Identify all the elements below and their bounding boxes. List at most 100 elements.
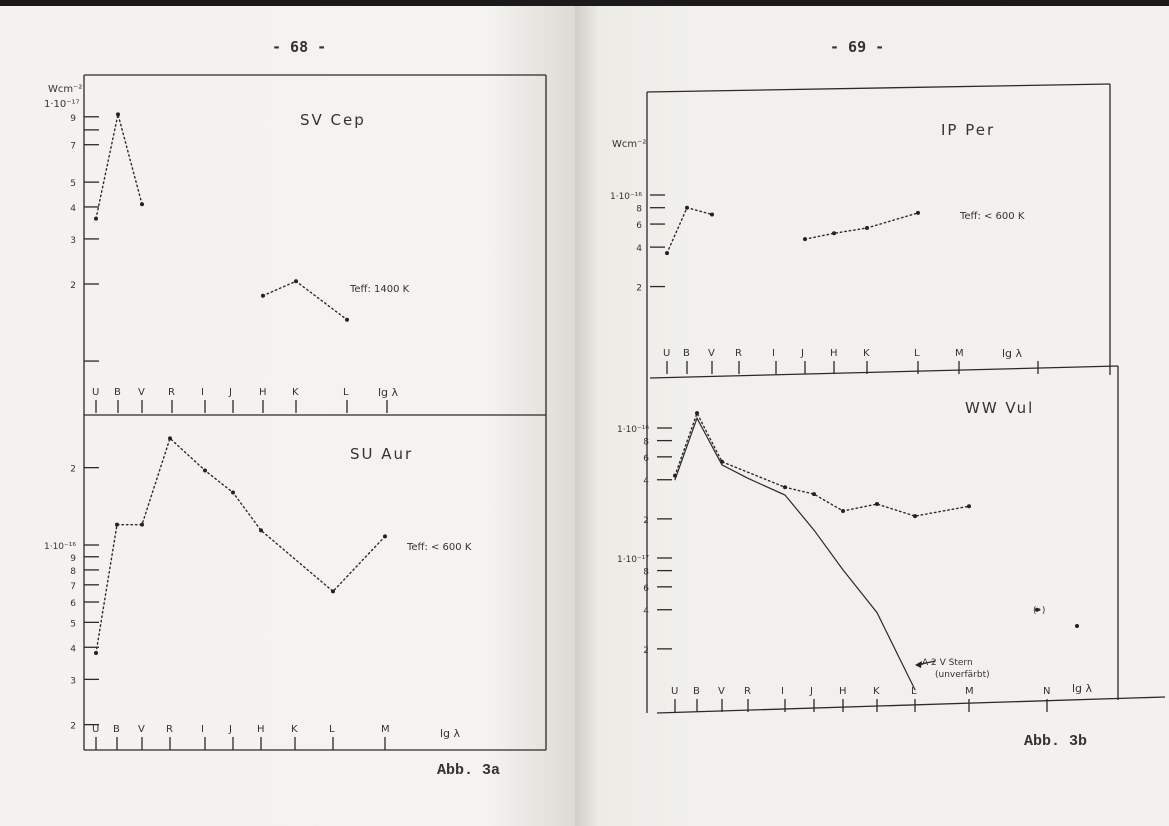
series-line-0 <box>95 437 386 654</box>
y-tick-label: 9 <box>70 114 76 124</box>
data-point <box>841 508 845 513</box>
annotation: Teff: < 600 K <box>959 211 1025 222</box>
x-tick-label-H: H <box>839 686 847 697</box>
x-tick-label-U: U <box>92 724 99 735</box>
page-left <box>0 6 575 826</box>
y-tick-label: 2 <box>643 646 649 656</box>
y-tick-label: 7 <box>70 142 76 152</box>
y-tick-label: 2 <box>643 516 649 526</box>
x-tick-label-H: H <box>259 387 267 398</box>
x-tick-label-K: K <box>873 686 880 697</box>
x-tick-label-V: V <box>708 348 715 359</box>
data-point <box>116 112 120 117</box>
x-tick-label-R: R <box>735 348 742 359</box>
y-tick-label: 8 <box>70 567 76 577</box>
frame-line <box>646 83 1111 93</box>
data-point <box>140 202 144 207</box>
y-tick-label: 2 <box>70 722 76 732</box>
y-tick-label: 1·10⁻¹⁷ <box>617 555 649 565</box>
x-tick-label-M: M <box>965 686 974 697</box>
x-tick-label-L: L <box>329 724 335 735</box>
data-point <box>832 231 836 236</box>
series-line-1 <box>674 416 916 691</box>
y-tick-label: 4 <box>636 244 642 254</box>
x-tick-label-B: B <box>693 686 700 697</box>
data-point <box>875 502 879 507</box>
data-point <box>812 492 816 497</box>
data-point <box>140 522 144 527</box>
y-tick-label: 4 <box>70 204 76 214</box>
frame-line <box>649 365 1119 379</box>
y-tick-label: 5 <box>70 179 76 189</box>
y-tick-label: 4 <box>643 477 649 487</box>
x-tick-label-I: I <box>772 348 775 359</box>
data-point <box>695 411 699 416</box>
data-point <box>803 237 807 242</box>
x-tick-label-B: B <box>113 724 120 735</box>
x-tick-label-M: M <box>955 348 964 359</box>
page-number-left: - 68 - <box>272 38 327 56</box>
x-axis-label: lg λ <box>1072 682 1093 695</box>
y-tick-label: 6 <box>643 584 649 594</box>
x-tick-label-U: U <box>92 387 99 398</box>
x-tick-label-K: K <box>863 348 870 359</box>
data-point <box>294 279 298 284</box>
y-tick-label: 1·10⁻¹⁶ <box>617 425 649 435</box>
series-line-0 <box>95 114 143 220</box>
y-tick-label: 8 <box>636 205 642 215</box>
x-tick-label-B: B <box>114 387 121 398</box>
x-tick-label-H: H <box>830 348 838 359</box>
arrow-head-icon <box>915 661 922 668</box>
y-tick-label: 6 <box>636 221 642 231</box>
x-axis-label: lg λ <box>378 386 399 399</box>
data-point <box>115 522 119 527</box>
data-point <box>331 589 335 594</box>
frame-line <box>656 696 1166 714</box>
data-point <box>94 216 98 221</box>
data-point <box>783 485 787 490</box>
y-axis-label: 1·10⁻¹⁷ <box>44 99 80 110</box>
x-tick-label-R: R <box>744 686 751 697</box>
x-tick-label-M: M <box>381 724 390 735</box>
figure-caption-3b: Abb. 3b <box>1024 733 1088 750</box>
data-point <box>261 293 265 298</box>
x-tick-label-I: I <box>201 724 204 735</box>
page-number-right: - 69 - <box>830 38 885 56</box>
x-tick-label-I: I <box>781 686 784 697</box>
y-tick-label: 7 <box>70 582 76 592</box>
data-point <box>916 210 920 215</box>
y-tick-label: 1·10⁻¹⁶ <box>44 542 76 552</box>
data-point <box>168 436 172 441</box>
data-point <box>231 490 235 495</box>
x-tick-label-K: K <box>292 387 299 398</box>
x-tick-label-B: B <box>683 348 690 359</box>
data-point <box>94 650 98 655</box>
annotation: (unverfärbt) <box>935 670 990 680</box>
annotation: Teff: 1400 K <box>349 284 410 295</box>
chart-title: WW Vul <box>965 399 1034 417</box>
data-point <box>865 225 869 230</box>
x-tick-label-J: J <box>809 686 813 697</box>
y-tick-label: 3 <box>70 236 76 246</box>
data-point <box>913 514 917 519</box>
data-point <box>665 251 669 256</box>
x-tick-label-L: L <box>343 387 349 398</box>
x-tick-label-U: U <box>671 686 678 697</box>
data-point <box>1035 607 1039 612</box>
x-axis-label: lg λ <box>440 727 461 740</box>
data-point <box>710 212 714 217</box>
x-tick-label-R: R <box>168 387 175 398</box>
series-line-0 <box>666 206 713 254</box>
x-tick-label-I: I <box>201 387 204 398</box>
y-axis-label: Wcm⁻² <box>48 84 82 95</box>
chart-title: IP Per <box>941 121 995 139</box>
page-right <box>575 6 1169 826</box>
data-point <box>203 468 207 473</box>
series-line-0 <box>674 411 970 517</box>
x-tick-label-V: V <box>138 387 145 398</box>
y-tick-label: 3 <box>70 676 76 686</box>
chart-title: SU Aur <box>350 445 413 463</box>
y-tick-label: 2 <box>70 281 76 291</box>
scan-edge <box>0 0 1169 7</box>
